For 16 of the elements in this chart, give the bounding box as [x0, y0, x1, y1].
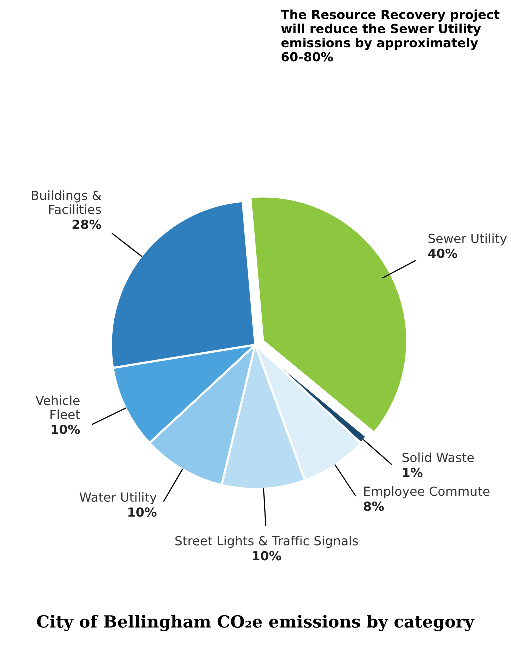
data-label: 28%: [72, 220, 102, 230]
slice-label: Sewer Utility: [428, 234, 507, 246]
data-label: 10%: [52, 424, 80, 434]
slice-label: Street Lights & Traffic Signals: [176, 536, 358, 548]
data-label: 10%: [128, 508, 157, 518]
data-label: 40%: [428, 248, 458, 258]
data-label: 1%: [403, 468, 423, 478]
slice-label: Employee Commute: [364, 486, 490, 499]
data-label: 8%: [364, 502, 384, 512]
slice-label: Vehicle Fleet: [36, 396, 80, 420]
slice-label: Buildings & Facilities: [32, 190, 102, 214]
text: City of Bellingham CO₂e emissions by category: [37, 615, 475, 632]
slice-label: Water Utility: [80, 492, 157, 504]
slice-label: Solid Waste: [402, 452, 474, 462]
data-label: 10%: [253, 551, 282, 561]
text: The Resource Recovery project will reduce the Sewer Utility emissions by approximately 60-80%: [281, 10, 500, 62]
